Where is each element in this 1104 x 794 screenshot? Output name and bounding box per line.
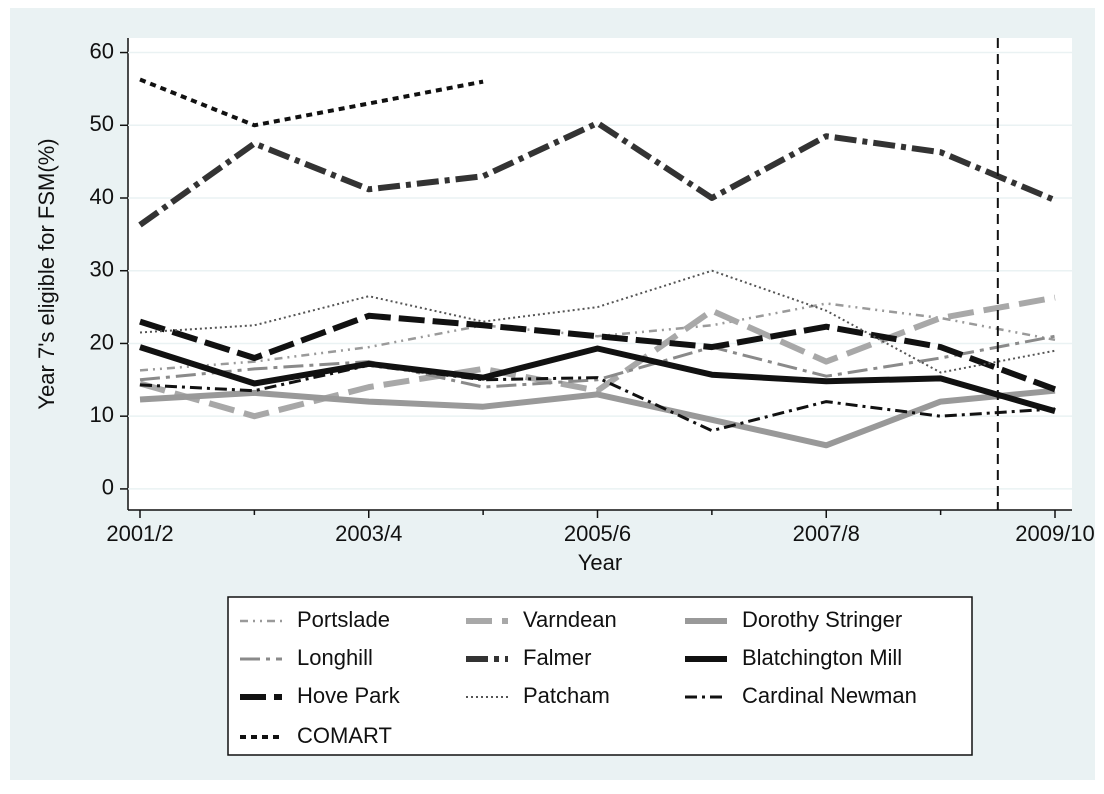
- y-tick-label: 10: [90, 402, 114, 427]
- legend-label: Patcham: [523, 683, 610, 708]
- series-line: [139, 334, 1056, 389]
- lines: [138, 77, 1057, 449]
- legend-label: COMART: [297, 723, 392, 748]
- series-line: [139, 294, 1056, 420]
- legend-label: Dorothy Stringer: [742, 607, 902, 632]
- series-line: [139, 312, 1057, 393]
- y-tick-label: 60: [90, 38, 114, 63]
- y-tick-label: 0: [102, 475, 114, 500]
- y-tick-label: 30: [90, 257, 114, 282]
- series-line: [139, 269, 1056, 374]
- x-tick-label: 2001/2: [106, 521, 173, 546]
- x-tick-label: 2007/8: [793, 521, 860, 546]
- plot-area: [128, 38, 1072, 510]
- y-tick-label: 40: [90, 184, 114, 209]
- y-tick-label: 50: [90, 111, 114, 136]
- series-line: [139, 302, 1056, 372]
- series-line: [139, 387, 1056, 449]
- x-tick-label: 2003/4: [335, 521, 402, 546]
- x-tick-label: 2009/10: [1015, 521, 1095, 546]
- legend-label: Hove Park: [297, 683, 401, 708]
- series-line: [138, 120, 1057, 228]
- series-line: [139, 363, 1056, 433]
- x-tick-label: 2005/6: [564, 521, 631, 546]
- x-axis-title: Year: [578, 550, 622, 575]
- legend-label: Falmer: [523, 645, 591, 670]
- y-tick-label: 20: [90, 329, 114, 354]
- legend-label: Portslade: [297, 607, 390, 632]
- y-axis-title: Year 7's eligible for FSM(%): [34, 138, 59, 409]
- legend-label: Cardinal Newman: [742, 683, 917, 708]
- series-line: [139, 77, 484, 128]
- series-line: [139, 344, 1056, 414]
- legend-label: Longhill: [297, 645, 373, 670]
- legend-box: [227, 596, 973, 756]
- legend-label: Blatchington Mill: [742, 645, 902, 670]
- legend-label: Varndean: [523, 607, 617, 632]
